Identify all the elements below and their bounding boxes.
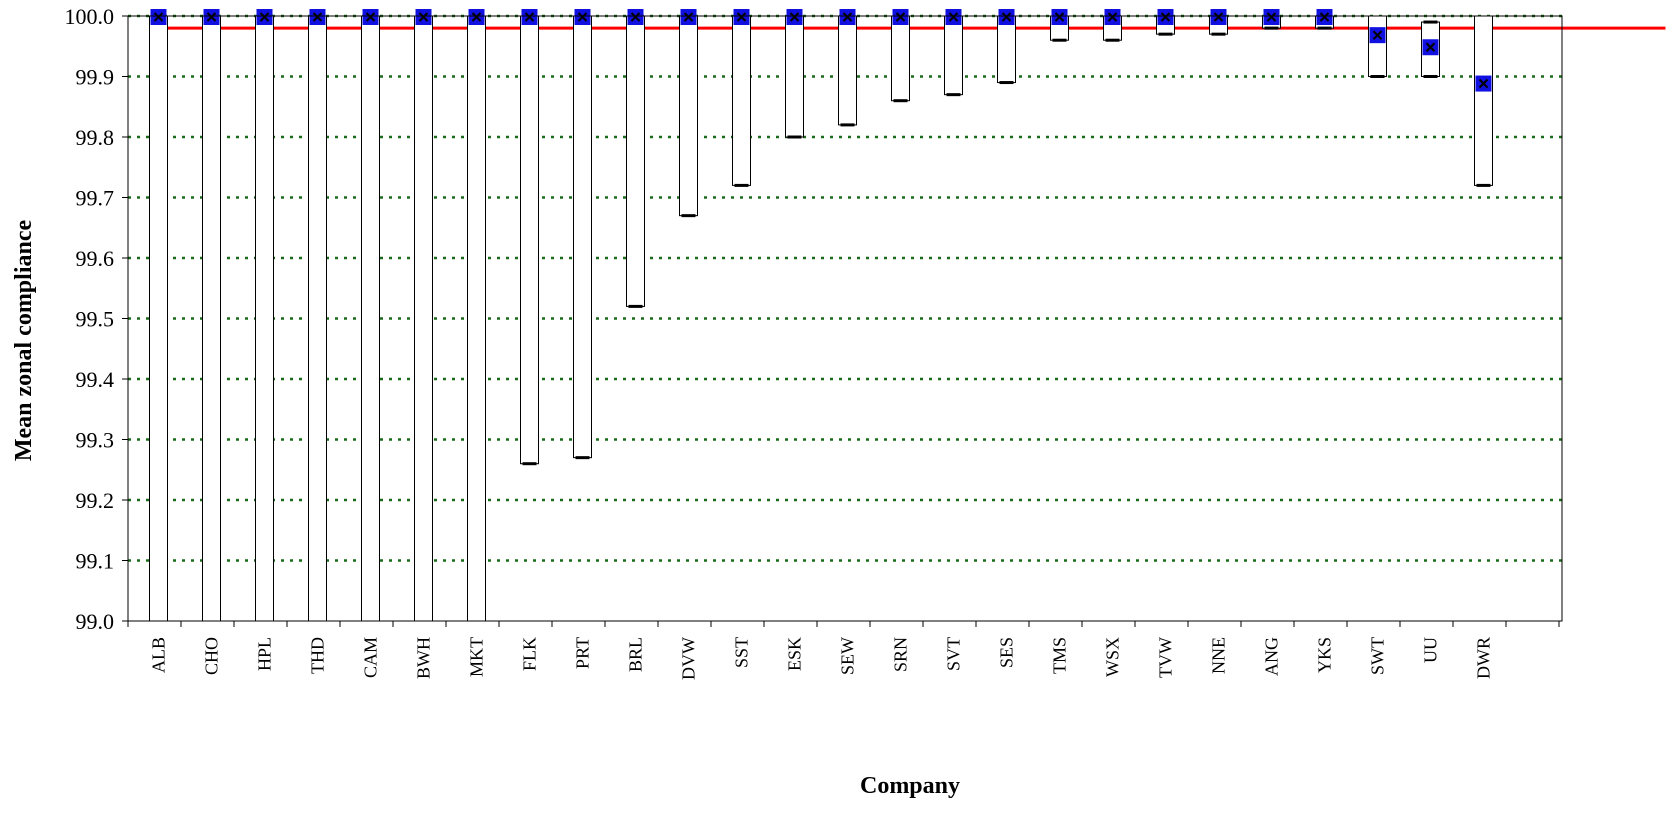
box-mkt: [467, 15, 486, 622]
mean-cross: [365, 12, 376, 22]
mean-cross: [630, 12, 641, 22]
box-dvw: [679, 15, 698, 217]
y-axis-title: Mean zonal compliance: [8, 180, 42, 500]
box-sst: [732, 15, 751, 186]
mean-cross: [312, 12, 323, 22]
y-axis-label: Mean zonal compliance: [11, 219, 38, 461]
y-tick-label: 99.5: [76, 307, 115, 332]
x-tick-label: ESK: [785, 637, 805, 671]
mean-cross: [948, 12, 959, 22]
y-tick-label: 99.1: [76, 549, 115, 574]
x-tick-label: YKS: [1315, 637, 1335, 673]
x-tick-label: CAM: [361, 637, 381, 678]
x-tick-label: DVW: [679, 637, 699, 680]
y-tick-label: 99.6: [76, 246, 115, 271]
box-svt: [944, 15, 963, 96]
box-cho: [202, 15, 221, 622]
x-tick-labels: ALB CHO HPL THD CAM BWH MKT FLK PRT BRL DVW SST ESK S…: [149, 637, 1494, 680]
x-tick-label: SWT: [1368, 637, 1388, 675]
x-tick-label: SES: [997, 637, 1017, 668]
mean-cross: [1054, 12, 1065, 22]
mean-cross: [842, 12, 853, 22]
mean-cross: [736, 12, 747, 22]
y-tick-label: 99.7: [76, 186, 115, 211]
x-tick-label: PRT: [573, 637, 593, 669]
x-tick-label: THD: [308, 637, 328, 674]
y-tick-label: 100.0: [65, 4, 115, 29]
y-tick-label: 99.4: [76, 367, 115, 392]
y-tick-label: 99.9: [76, 65, 115, 90]
mean-cross: [418, 12, 429, 22]
x-tick-label: BRL: [626, 637, 646, 672]
mean-cross: [1478, 78, 1489, 89]
mean-cross: [1107, 12, 1118, 22]
box-swt: [1368, 15, 1387, 77]
box-flk: [520, 15, 539, 465]
mean-cross: [471, 12, 482, 22]
box-brl: [626, 15, 645, 307]
box-dwr: [1474, 15, 1493, 186]
x-tick-label: FLK: [520, 637, 540, 671]
box-srn: [891, 15, 910, 102]
x-tick-label: MKT: [467, 637, 487, 677]
mean-cross: [1266, 12, 1277, 22]
box-prt: [573, 15, 592, 459]
x-tick-label: ANG: [1262, 637, 1282, 676]
y-tick-labels: 99.0 99.1 99.2 99.3 99.4 99.5 99.6 99.7 99.8 99.9…: [65, 4, 115, 634]
mean-cross: [259, 12, 270, 22]
box-bwh: [414, 15, 433, 622]
mean-cross: [1213, 12, 1224, 22]
x-tick-label: ALB: [149, 637, 169, 673]
y-tick-label: 99.0: [76, 609, 115, 634]
box-alb: [149, 15, 168, 622]
x-tick-label: SVT: [944, 637, 964, 671]
x-tick-label: TVW: [1156, 637, 1176, 678]
y-tick-label: 99.3: [76, 428, 115, 453]
x-tick-label: TMS: [1050, 637, 1070, 674]
box-hpl: [255, 15, 274, 622]
mean-cross: [524, 12, 535, 22]
axes-layer: [122, 15, 1563, 627]
y-tick-label: 99.8: [76, 125, 115, 150]
x-tick-label: SRN: [891, 637, 911, 672]
box-esk: [785, 15, 804, 138]
mean-cross: [153, 12, 164, 22]
x-tick-label: UU: [1421, 637, 1441, 663]
x-tick-label: WSX: [1103, 637, 1123, 677]
mean-cross: [683, 12, 694, 22]
box-sew: [838, 15, 857, 126]
box-cam: [361, 15, 380, 622]
x-tick-label: DWR: [1474, 637, 1494, 679]
mean-cross: [789, 12, 800, 22]
mean-cross: [1425, 42, 1436, 52]
x-tick-label: SEW: [838, 637, 858, 675]
mean-cross: [1001, 12, 1012, 22]
x-axis-title: Company: [859, 773, 961, 799]
boxes-layer: [149, 9, 1493, 622]
mean-cross: [1160, 12, 1171, 22]
mean-cross: [1319, 12, 1330, 22]
mean-cross: [577, 12, 588, 22]
x-tick-label: HPL: [255, 637, 275, 671]
mean-cross: [1372, 30, 1383, 40]
x-tick-label: SST: [732, 637, 752, 668]
mean-cross: [895, 12, 906, 22]
y-tick-label: 99.2: [76, 488, 115, 513]
x-tick-label: CHO: [202, 637, 222, 675]
box-thd: [308, 15, 327, 622]
x-tick-label: BWH: [414, 637, 434, 679]
mean-cross: [206, 12, 217, 22]
x-tick-label: NNE: [1209, 637, 1229, 674]
box-ses: [997, 15, 1016, 84]
